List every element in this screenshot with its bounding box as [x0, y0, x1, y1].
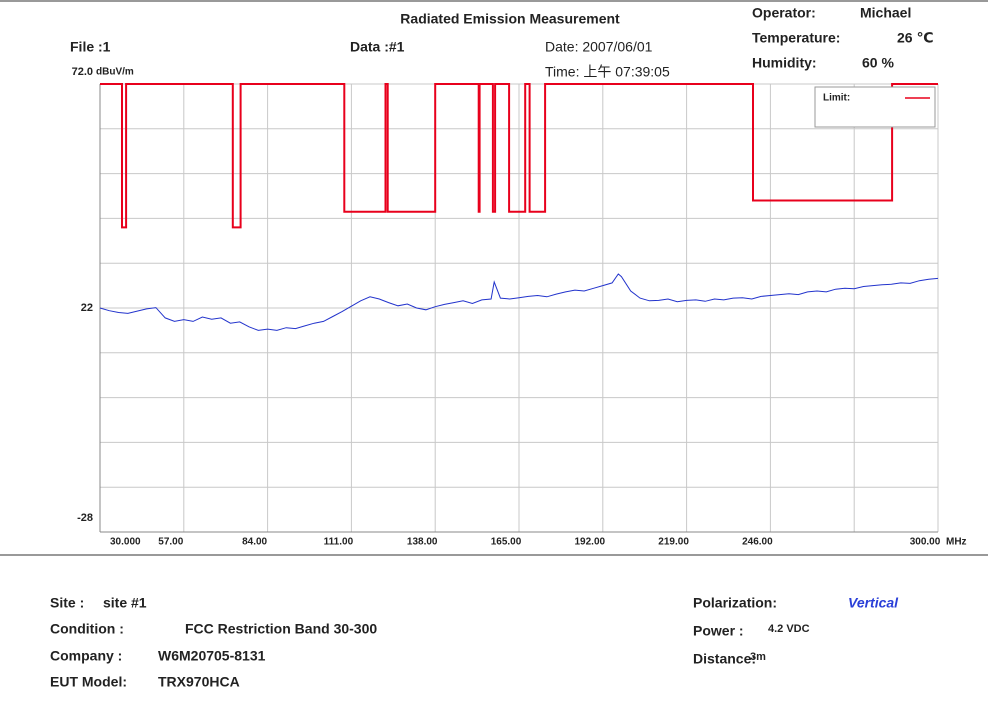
temperature-label: Temperature: [752, 30, 840, 46]
chart-title: Radiated Emission Measurement [400, 11, 620, 27]
x-tick-label: 138.00 [407, 537, 438, 548]
info-label: Condition : [50, 621, 124, 637]
time: Time: 上午 07:39:05 [545, 64, 670, 80]
y-tick-label: 22 [81, 302, 93, 314]
x-unit: MHz [946, 537, 967, 548]
info-value: Vertical [848, 595, 899, 611]
x-tick-label: 84.00 [242, 537, 267, 548]
operator-value: Michael [860, 5, 911, 21]
x-tick-label: 111.00 [324, 537, 354, 548]
humidity-value: 60 % [862, 55, 894, 71]
date: Date: 2007/06/01 [545, 39, 653, 55]
x-tick-label: 219.00 [658, 537, 689, 548]
info-value: site #1 [103, 595, 147, 611]
legend-label: Limit: [823, 93, 850, 104]
series-line [100, 83, 938, 229]
x-tick-label: 300.00 [910, 537, 941, 548]
y-unit: dBuV/m [96, 67, 134, 78]
legend-box [814, 86, 936, 128]
x-tick-label: 246.00 [742, 537, 773, 548]
data-id: Data :#1 [350, 39, 405, 55]
y-tick-label: 72.0 [72, 66, 93, 78]
file: File :1 [70, 39, 111, 55]
info-value: FCC Restriction Band 30-300 [185, 621, 377, 637]
info-label: Company : [50, 648, 122, 664]
info-label: Site : [50, 595, 84, 611]
info-label: Power : [693, 623, 744, 639]
info-label: Polarization: [693, 595, 777, 611]
info-value: W6M20705-8131 [158, 648, 266, 664]
series-line [99, 273, 939, 331]
x-tick-label: 192.00 [575, 537, 606, 548]
operator-label: Operator: [752, 5, 816, 21]
y-tick-label: -28 [77, 512, 93, 524]
x-tick-label: 30.000 [110, 537, 141, 548]
x-tick-label: 57.00 [158, 537, 183, 548]
temperature-value: 26 ℃ [897, 30, 933, 46]
info-label: EUT Model: [50, 674, 127, 690]
x-tick-label: 165.00 [491, 537, 522, 548]
info-value: 4.2 VDC [768, 623, 810, 635]
info-label: Distance: [693, 651, 756, 667]
info-value: 3m [750, 651, 766, 663]
humidity-label: Humidity: [752, 55, 817, 71]
info-value: TRX970HCA [158, 674, 240, 690]
